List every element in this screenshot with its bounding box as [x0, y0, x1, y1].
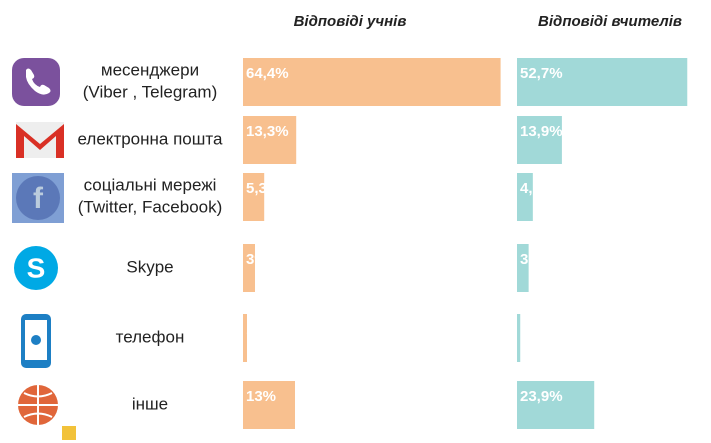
bar [517, 173, 533, 221]
category-label: (Twitter, Facebook) [78, 197, 223, 216]
skype-icon [14, 246, 58, 290]
icons: f S [12, 58, 76, 440]
category-label: (Viber , Telegram) [83, 82, 217, 101]
bar [517, 58, 688, 106]
category-label: соціальні мережі [84, 175, 217, 194]
viber-icon [12, 58, 60, 106]
bar [243, 173, 265, 221]
bar [243, 58, 501, 106]
value-label: 4,9% [520, 180, 554, 197]
phone-glyph [31, 335, 41, 345]
mouse-icon [62, 426, 76, 440]
category-label: електронна пошта [78, 129, 223, 148]
value-label: 3% [246, 251, 268, 268]
value-label: 13% [246, 388, 276, 405]
facebook-glyph: f [33, 182, 44, 215]
bar [243, 314, 247, 362]
value-label: 52,7% [520, 65, 563, 82]
category-label: месенджери [101, 60, 199, 79]
category-label: телефон [116, 327, 185, 346]
panel-title: Відповіді вчителів [538, 13, 682, 30]
bar [517, 244, 529, 292]
bar [243, 244, 255, 292]
facebook-circle [16, 176, 60, 220]
value-label: 3,6% [520, 251, 554, 268]
panel-title: Відповіді учнів [294, 13, 407, 30]
value-label: 5,3% [246, 180, 280, 197]
value-label: 13,9% [520, 123, 563, 140]
category-label: інше [132, 394, 168, 413]
value-label: 23,9% [520, 388, 563, 405]
viber-glyph [26, 68, 51, 95]
bar [517, 116, 562, 164]
value-label: 13,3% [246, 123, 289, 140]
globe-lines [18, 385, 58, 425]
value-label: 1% [246, 321, 268, 338]
value-label: 1% [520, 321, 542, 338]
category-label: Skype [126, 257, 173, 276]
bar [517, 381, 595, 429]
bar [517, 314, 521, 362]
value-label: 64,4% [246, 65, 289, 82]
gmail-glyph [16, 124, 64, 158]
skype-glyph: S [27, 252, 46, 283]
bar [243, 116, 297, 164]
bar [243, 381, 295, 429]
